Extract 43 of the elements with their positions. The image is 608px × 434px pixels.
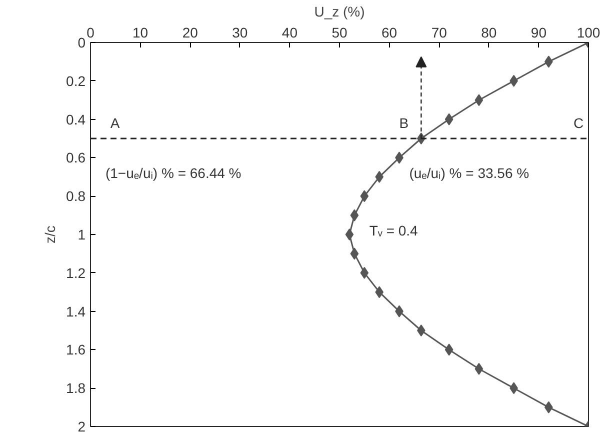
point	[544, 401, 553, 414]
point	[444, 113, 454, 126]
x-tick-label: 30	[232, 24, 248, 40]
y-tick-label: 0.4	[66, 111, 86, 128]
y-tick-label: 0	[78, 34, 86, 50]
y-tick-label: 1.6	[66, 342, 86, 358]
point	[444, 344, 454, 356]
point	[474, 362, 484, 375]
x-tick-label: 20	[182, 24, 198, 40]
y-axis-title: z/c	[42, 226, 58, 244]
point	[375, 286, 384, 298]
x-tick-label: 60	[382, 24, 398, 40]
x-tick-label: 50	[332, 24, 348, 40]
x-tick-label: 70	[431, 24, 448, 40]
x-tick-label: 100	[576, 24, 600, 40]
annotation: (uₑ/uᵢ) % = 33.56 %	[409, 165, 530, 182]
annotation: A	[110, 115, 120, 132]
point	[350, 209, 359, 222]
point	[350, 248, 359, 260]
y-tick-label: 1	[78, 226, 86, 242]
point	[375, 170, 384, 183]
x-axis-title: U_z (%)	[314, 4, 365, 20]
point	[360, 266, 369, 279]
y-tick-label: 2	[78, 418, 86, 434]
annotation: C	[574, 115, 584, 132]
point	[417, 324, 426, 336]
point	[360, 190, 369, 202]
point	[345, 228, 354, 240]
y-tick-label: 1.2	[66, 264, 86, 281]
x-tick-label: 80	[481, 24, 497, 40]
point	[474, 94, 484, 106]
y-tick-label: 0.6	[66, 150, 86, 166]
y-tick-label: 1.8	[66, 380, 86, 396]
y-tick-label: 0.8	[66, 188, 86, 204]
x-tick-label: 10	[132, 24, 148, 40]
x-tick-label: 90	[530, 24, 547, 40]
annotation: Tᵥ = 0.4	[369, 222, 418, 239]
point	[544, 56, 553, 68]
x-tick-label: 40	[282, 24, 298, 40]
annotation: B	[399, 115, 409, 132]
y-tick-label: 0.2	[66, 72, 86, 89]
y-tick-label: 1.4	[66, 303, 86, 320]
annotation: (1−uₑ/uᵢ) % = 66.44 %	[105, 165, 242, 182]
